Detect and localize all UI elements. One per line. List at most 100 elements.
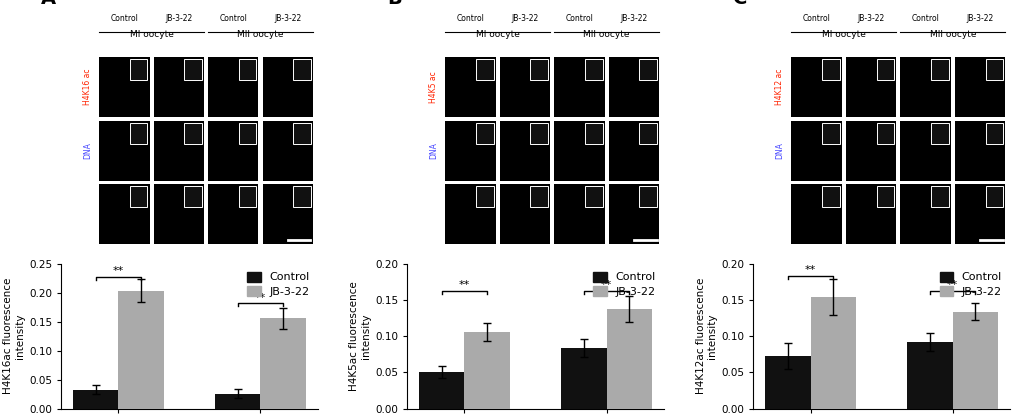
Bar [260,318,306,409]
Text: Control: Control [911,14,938,23]
Text: Control: Control [565,14,593,23]
Bar [553,57,604,117]
Bar [930,59,948,80]
Text: MII oocyte: MII oocyte [928,30,975,39]
Legend: Control, JB-3-22: Control, JB-3-22 [936,269,1004,299]
Text: C: C [733,0,747,8]
Bar [821,186,839,207]
Bar [791,184,841,244]
Text: JB-3-22: JB-3-22 [620,14,647,23]
Bar [530,123,547,143]
Bar [608,57,658,117]
Bar [530,59,547,80]
Legend: Control, JB-3-22: Control, JB-3-22 [591,269,657,299]
Bar [954,121,1004,181]
Text: MII oocyte: MII oocyte [583,30,630,39]
Bar [476,59,493,80]
Bar [875,123,894,143]
Bar [129,123,148,143]
Text: **: ** [255,293,266,303]
Bar [764,356,810,409]
Bar [791,57,841,117]
Bar [584,59,602,80]
Text: H4K16 ac: H4K16 ac [83,69,92,105]
Text: H4K12 ac: H4K12 ac [774,69,784,105]
Bar [984,59,1002,80]
Bar [99,184,150,244]
Bar [129,59,148,80]
Bar [208,184,258,244]
Text: Merge: Merge [83,203,92,226]
Bar [606,309,651,409]
Text: DNA: DNA [83,142,92,159]
Bar [208,121,258,181]
Bar [639,59,656,80]
Text: H4K5 ac: H4K5 ac [429,71,437,103]
Text: JB-3-22: JB-3-22 [857,14,883,23]
Bar [930,186,948,207]
Text: MI oocyte: MI oocyte [129,30,173,39]
Text: B: B [386,0,401,8]
Bar [584,186,602,207]
Bar [821,59,839,80]
Text: **: ** [600,280,611,290]
Bar [900,184,950,244]
Bar [984,186,1002,207]
Text: DNA: DNA [774,142,784,159]
Text: MI oocyte: MI oocyte [821,30,865,39]
Bar [875,186,894,207]
Bar [72,389,118,409]
Bar [954,57,1004,117]
Text: Merge: Merge [429,203,437,226]
Bar [99,57,150,117]
Bar [293,59,311,80]
Bar [118,291,164,409]
Text: JB-3-22: JB-3-22 [511,14,538,23]
Text: Control: Control [802,14,829,23]
Text: Control: Control [457,14,484,23]
Bar [445,121,495,181]
Text: Control: Control [110,14,139,23]
Text: JB-3-22: JB-3-22 [165,14,193,23]
Bar [476,123,493,143]
Bar [129,186,148,207]
Text: A: A [41,0,56,8]
Bar [984,123,1002,143]
Bar [238,123,256,143]
Bar [293,186,311,207]
Bar [845,184,896,244]
Bar [419,372,464,409]
Bar [499,121,549,181]
Bar [464,332,510,409]
Bar [445,57,495,117]
Text: Merge: Merge [774,203,784,226]
Bar [238,186,256,207]
Text: **: ** [946,280,958,290]
Text: MII oocyte: MII oocyte [237,30,283,39]
Bar [499,57,549,117]
Bar [845,57,896,117]
Text: Control: Control [219,14,247,23]
Bar [445,184,495,244]
Text: DNA: DNA [429,142,437,159]
Bar [584,123,602,143]
Bar [238,59,256,80]
Bar [560,348,606,409]
Bar [930,123,948,143]
Text: **: ** [804,266,815,276]
Bar [608,184,658,244]
Bar [154,121,204,181]
Bar [476,186,493,207]
Text: MI oocyte: MI oocyte [475,30,519,39]
Text: JB-3-22: JB-3-22 [965,14,993,23]
Bar [530,186,547,207]
Bar [184,186,202,207]
Bar [262,57,313,117]
Bar [499,184,549,244]
Bar [875,59,894,80]
Bar [952,311,998,409]
Bar [215,394,260,409]
Text: JB-3-22: JB-3-22 [274,14,301,23]
Bar [639,186,656,207]
Bar [608,121,658,181]
